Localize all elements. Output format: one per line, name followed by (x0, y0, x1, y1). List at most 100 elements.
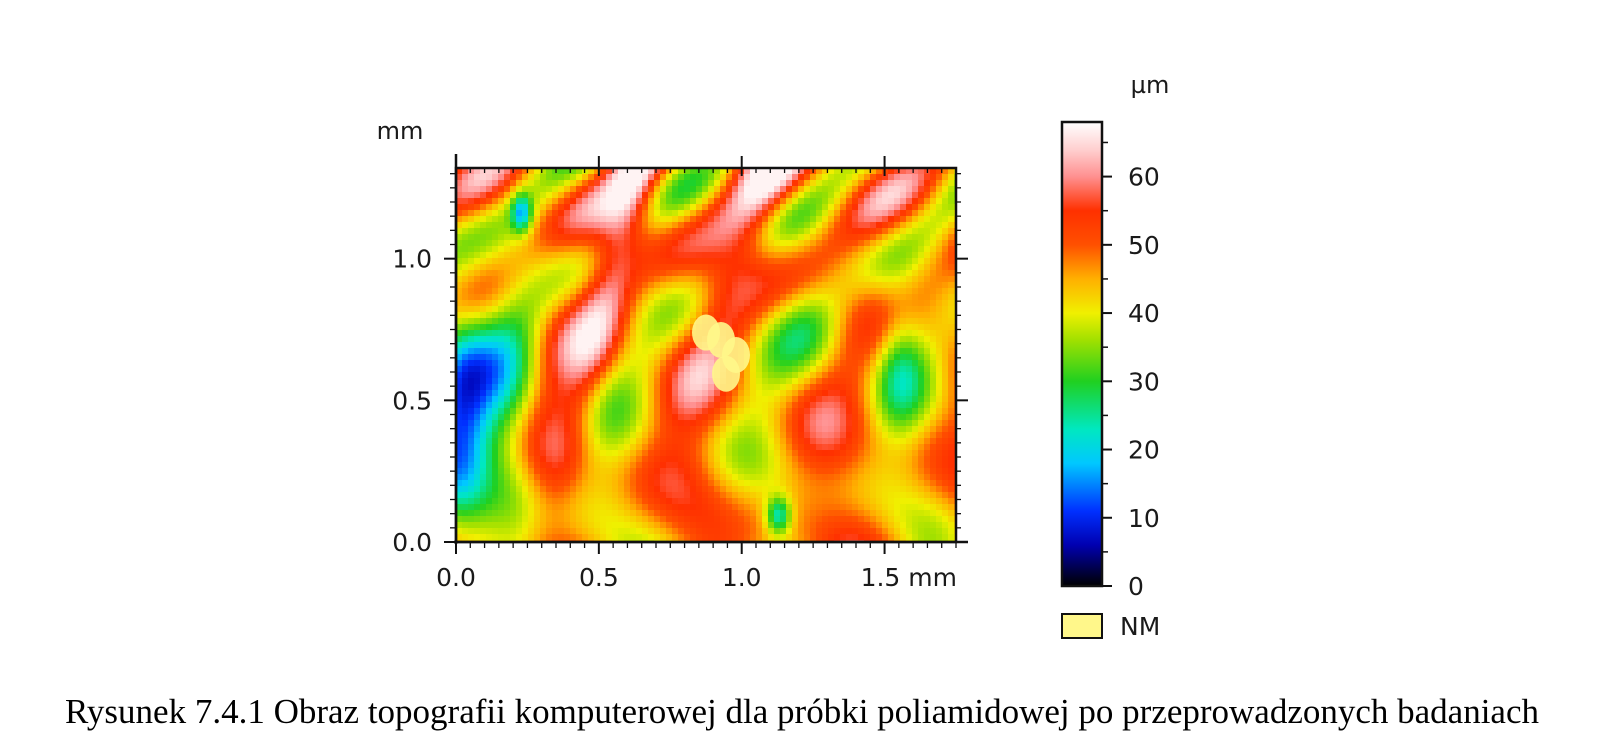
heatmap-cell (804, 384, 811, 391)
heatmap-cell (732, 438, 739, 445)
heatmap-cell (672, 384, 679, 391)
heatmap-cell (564, 174, 571, 181)
heatmap-cell (804, 174, 811, 181)
heatmap-cell (720, 180, 727, 187)
heatmap-cell (738, 480, 745, 487)
heatmap-cell (720, 480, 727, 487)
heatmap-cell (906, 468, 913, 475)
heatmap-cell (948, 240, 955, 247)
heatmap-cell (720, 282, 727, 289)
heatmap-cell (690, 444, 697, 451)
heatmap-cell (810, 414, 817, 421)
heatmap-cell (714, 228, 721, 235)
heatmap-cell (936, 420, 943, 427)
heatmap-cell (678, 474, 685, 481)
heatmap-cell (690, 180, 697, 187)
heatmap-cell (666, 444, 673, 451)
heatmap-cell (708, 396, 715, 403)
heatmap-cell (684, 456, 691, 463)
heatmap-cell (942, 336, 949, 343)
heatmap-cell (636, 174, 643, 181)
heatmap-cell (702, 390, 709, 397)
heatmap-cell (684, 516, 691, 523)
heatmap-cell (774, 174, 781, 181)
heatmap-cell (648, 330, 655, 337)
heatmap-cell (552, 282, 559, 289)
heatmap-cell (510, 294, 517, 301)
heatmap-cell (894, 180, 901, 187)
heatmap-cell (720, 234, 727, 241)
heatmap-cell (798, 186, 805, 193)
heatmap-cell (480, 300, 487, 307)
heatmap-cell (774, 264, 781, 271)
heatmap-cell (906, 444, 913, 451)
heatmap-cell (876, 168, 883, 175)
heatmap-cell (522, 426, 529, 433)
heatmap-cell (864, 258, 871, 265)
heatmap-cell (600, 486, 607, 493)
heatmap-cell (492, 510, 499, 517)
heatmap-cell (690, 192, 697, 199)
heatmap-cell (810, 288, 817, 295)
heatmap-cell (504, 306, 511, 313)
heatmap-cell (576, 174, 583, 181)
heatmap-cell (756, 288, 763, 295)
heatmap-cell (636, 198, 643, 205)
heatmap-cell (576, 450, 583, 457)
heatmap-cell (936, 174, 943, 181)
heatmap-cell (912, 336, 919, 343)
heatmap-cell (918, 264, 925, 271)
heatmap-cell (510, 360, 517, 367)
heatmap-cell (762, 246, 769, 253)
heatmap-cell (924, 246, 931, 253)
heatmap-cell (768, 234, 775, 241)
heatmap-cell (882, 384, 889, 391)
heatmap-cell (528, 360, 535, 367)
heatmap-cell (468, 270, 475, 277)
heatmap-cell (888, 306, 895, 313)
heatmap-cell (936, 462, 943, 469)
heatmap-cell (810, 426, 817, 433)
heatmap-cell (726, 228, 733, 235)
heatmap-cell (768, 348, 775, 355)
heatmap-cell (528, 486, 535, 493)
heatmap-cell (798, 216, 805, 223)
heatmap-cell (528, 390, 535, 397)
heatmap-cell (780, 300, 787, 307)
heatmap-cell (582, 522, 589, 529)
heatmap-cell (924, 282, 931, 289)
heatmap-cell (696, 456, 703, 463)
heatmap-cell (534, 270, 541, 277)
heatmap-cell (456, 288, 463, 295)
heatmap-cell (504, 480, 511, 487)
heatmap-cell (624, 282, 631, 289)
heatmap-cell (690, 438, 697, 445)
heatmap-cell (930, 198, 937, 205)
heatmap-cell (624, 516, 631, 523)
heatmap-cell (588, 510, 595, 517)
heatmap-cell (846, 336, 853, 343)
heatmap-cell (738, 486, 745, 493)
heatmap-cell (468, 426, 475, 433)
heatmap-cell (858, 282, 865, 289)
heatmap-cell (498, 270, 505, 277)
heatmap-cell (468, 180, 475, 187)
heatmap-cell (594, 510, 601, 517)
heatmap-cell (762, 390, 769, 397)
heatmap-cell (714, 264, 721, 271)
heatmap-cell (690, 186, 697, 193)
heatmap-cell (906, 342, 913, 349)
heatmap-cell (570, 510, 577, 517)
heatmap-cell (750, 408, 757, 415)
heatmap-cell (462, 480, 469, 487)
heatmap-cell (720, 258, 727, 265)
heatmap-cell (618, 402, 625, 409)
heatmap-cell (768, 486, 775, 493)
heatmap-cell (672, 468, 679, 475)
heatmap-cell (642, 324, 649, 331)
heatmap-cell (816, 222, 823, 229)
heatmap-cell (828, 498, 835, 505)
heatmap-cell (906, 360, 913, 367)
heatmap-cell (552, 342, 559, 349)
heatmap-cell (816, 168, 823, 175)
